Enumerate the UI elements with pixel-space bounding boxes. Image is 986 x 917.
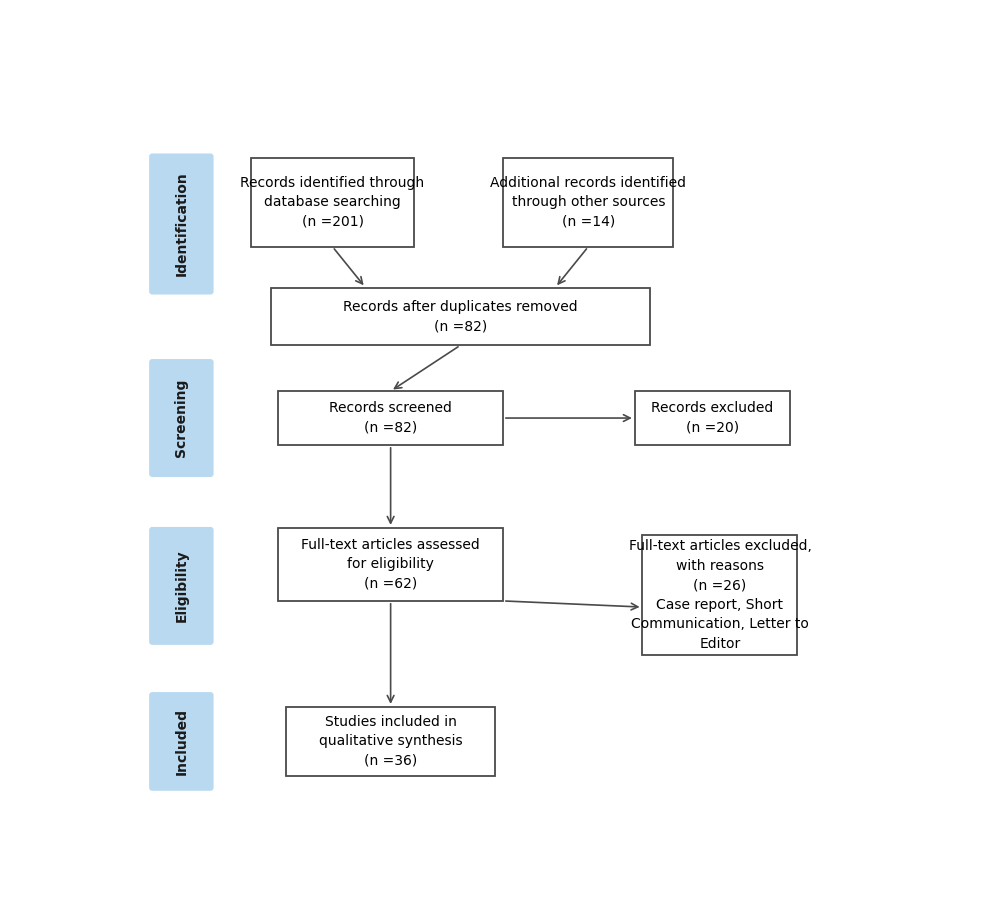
Bar [286, 707, 495, 776]
Text: Eligibility: Eligibility [175, 549, 188, 623]
Text: Records screened
(n =82): Records screened (n =82) [329, 402, 452, 435]
Text: Full-text articles excluded,
with reasons
(n =26)
Case report, Short
Communicati: Full-text articles excluded, with reason… [628, 539, 811, 651]
Text: Records identified through
database searching
(n =201): Records identified through database sear… [241, 176, 425, 229]
Text: Additional records identified
through other sources
(n =14): Additional records identified through ot… [490, 176, 686, 229]
Bar [503, 158, 673, 247]
Bar [278, 528, 503, 601]
Text: Studies included in
qualitative synthesis
(n =36): Studies included in qualitative synthesi… [318, 715, 462, 768]
Text: Identification: Identification [175, 171, 188, 276]
Bar [251, 158, 414, 247]
Bar [643, 536, 798, 655]
FancyBboxPatch shape [150, 693, 213, 790]
FancyBboxPatch shape [150, 154, 213, 293]
Text: Records after duplicates removed
(n =82): Records after duplicates removed (n =82) [343, 300, 578, 333]
FancyBboxPatch shape [150, 528, 213, 644]
Bar [270, 288, 650, 346]
Bar [635, 391, 790, 445]
Text: Records excluded
(n =20): Records excluded (n =20) [651, 402, 773, 435]
Bar [278, 391, 503, 445]
Text: Full-text articles assessed
for eligibility
(n =62): Full-text articles assessed for eligibil… [302, 538, 480, 591]
FancyBboxPatch shape [150, 359, 213, 476]
Text: Screening: Screening [175, 379, 188, 458]
Text: Included: Included [175, 708, 188, 775]
